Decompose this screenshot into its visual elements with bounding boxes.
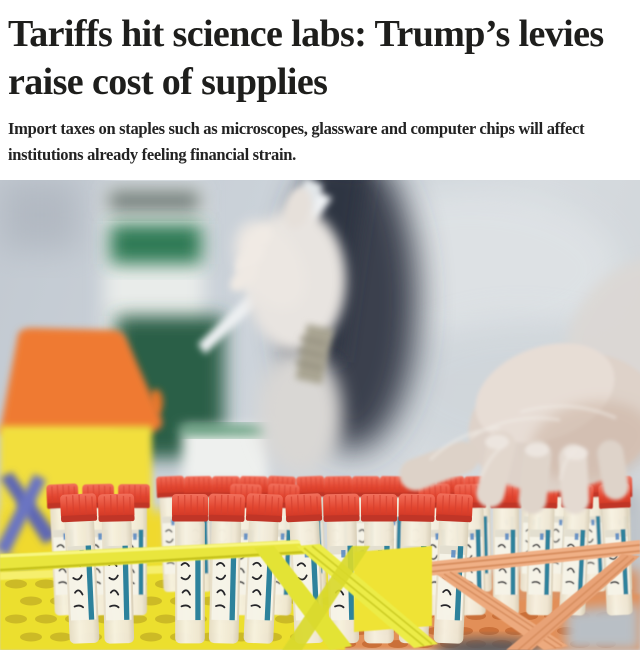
gloved-hand bbox=[399, 258, 640, 514]
article-photo bbox=[0, 180, 640, 650]
standfirst: Import taxes on staples such as microsco… bbox=[8, 119, 585, 164]
article-header: Tariffs hit science labs: Trump’s levies… bbox=[0, 10, 640, 168]
wrist-watch bbox=[295, 323, 334, 385]
lab-photo-illustration bbox=[0, 180, 640, 650]
headline: Tariffs hit science labs: Trump’s levies… bbox=[8, 13, 604, 103]
pipette-hand bbox=[230, 187, 346, 385]
yellow-rack-front bbox=[0, 540, 438, 650]
blurred-sign bbox=[104, 186, 268, 484]
orange-rack-front bbox=[426, 540, 640, 650]
pipette-researcher bbox=[198, 180, 418, 474]
